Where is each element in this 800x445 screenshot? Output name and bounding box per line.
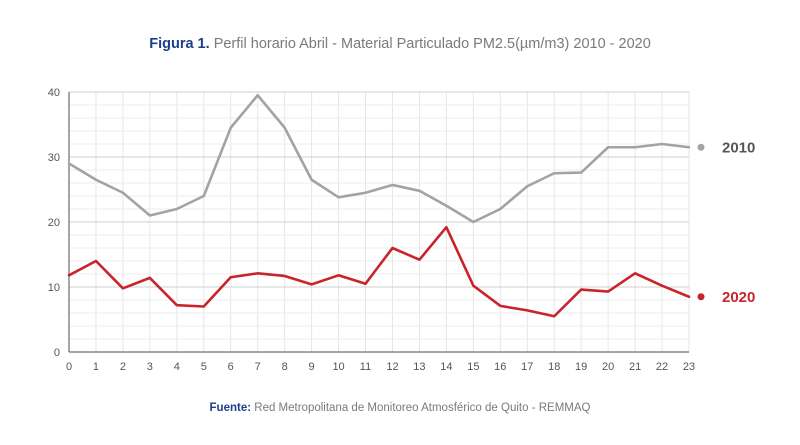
x-tick-label: 3 — [147, 361, 153, 373]
y-tick-label: 40 — [48, 87, 60, 99]
x-tick-label: 11 — [360, 361, 371, 373]
figure-label: Figura 1. — [149, 36, 210, 52]
x-tick-label: 18 — [548, 361, 560, 373]
legend-label-2010: 2010 — [722, 139, 755, 156]
series-line-2020 — [67, 225, 691, 318]
x-tick-label: 4 — [174, 361, 180, 373]
figure-caption: Perfil horario Abril - Material Particul… — [213, 36, 651, 52]
y-tick-label: 10 — [48, 282, 60, 294]
x-tick-label: 20 — [602, 361, 614, 373]
source-label: Fuente: — [209, 402, 252, 414]
legend-marker-2020 — [697, 293, 705, 301]
y-tick-label: 0 — [54, 347, 60, 359]
x-tick-label: 13 — [413, 361, 425, 373]
x-tick-label: 16 — [494, 361, 506, 373]
x-tick-label: 5 — [201, 361, 207, 373]
legend-marker-2010 — [697, 143, 705, 151]
x-tick-label: 2 — [120, 361, 126, 373]
y-tick-label: 20 — [48, 217, 60, 229]
x-tick-label: 1 — [93, 361, 99, 373]
x-tick-label: 22 — [656, 361, 668, 373]
source-text: Red Metropolitana de Monitoreo Atmosféri… — [254, 402, 591, 414]
y-tick-label: 30 — [48, 152, 60, 164]
x-tick-label: 7 — [255, 361, 261, 373]
x-tick-label: 9 — [309, 361, 315, 373]
x-tick-label: 14 — [440, 361, 452, 373]
chart-title: Figura 1. Perfil horario Abril - Materia… — [0, 36, 800, 52]
legend-label-2020: 2020 — [722, 289, 755, 306]
x-tick-label: 23 — [683, 361, 695, 373]
x-tick-label: 8 — [282, 361, 288, 373]
x-tick-label: 12 — [386, 361, 398, 373]
x-tick-label: 0 — [66, 361, 72, 373]
x-tick-label: 6 — [228, 361, 234, 373]
x-tick-label: 17 — [521, 361, 533, 373]
series-line-2010 — [67, 93, 691, 224]
x-tick-label: 19 — [575, 361, 587, 373]
x-tick-label: 21 — [629, 361, 641, 373]
x-tick-label: 10 — [332, 361, 344, 373]
x-tick-label: 15 — [467, 361, 479, 373]
chart-source: Fuente: Red Metropolitana de Monitoreo A… — [0, 402, 800, 414]
